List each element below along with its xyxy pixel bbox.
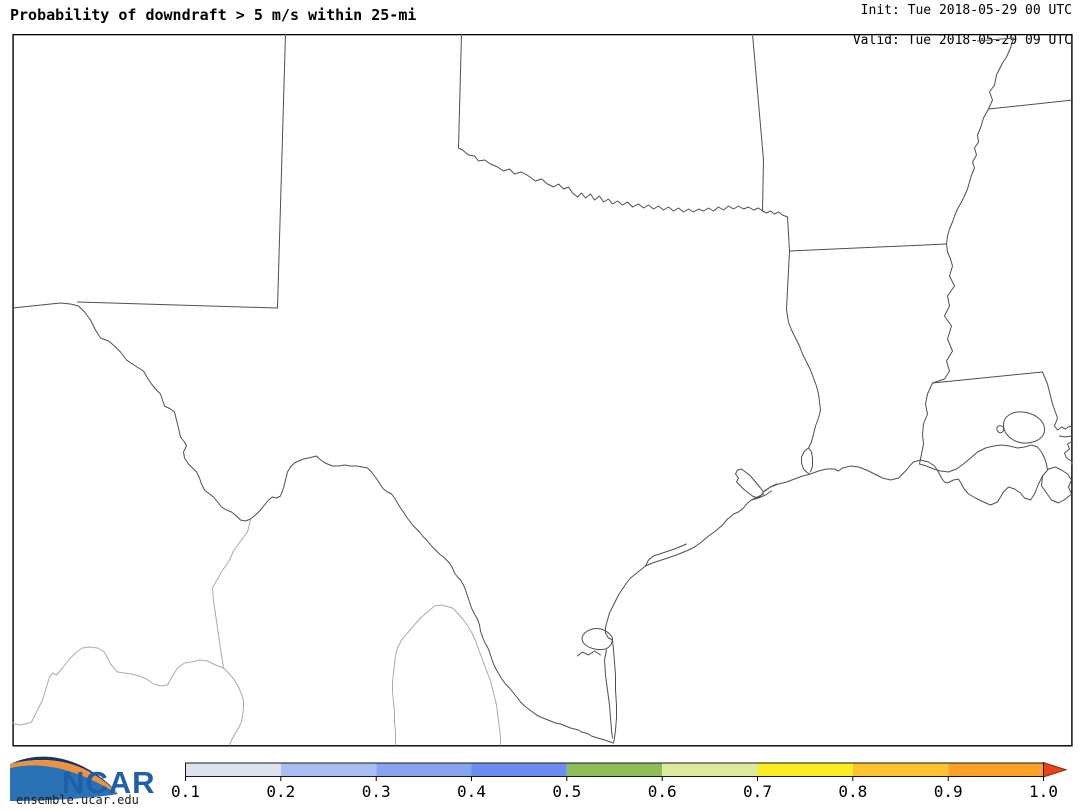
corpus-christi-bay xyxy=(581,628,613,651)
tennessee-mississippi-border xyxy=(988,99,1073,110)
colorbar-seg-2 xyxy=(280,763,377,777)
colorbar-seg-5 xyxy=(566,763,663,777)
mexico-border-west xyxy=(12,646,224,726)
tick-label: 0.9 xyxy=(934,782,963,801)
mississippi-coast-inlets xyxy=(1064,440,1073,467)
matagorda-spit xyxy=(645,549,689,567)
tick-label: 0.8 xyxy=(838,782,867,801)
colorbar-seg-7 xyxy=(757,763,853,777)
texas-panhandle-east-border xyxy=(458,34,462,149)
colorbar-frame xyxy=(185,762,1044,777)
lake-pontchartrain xyxy=(1003,411,1046,444)
mexico-border-nuevoleon-tamaulipas xyxy=(452,607,501,746)
forecast-map xyxy=(12,34,1073,747)
galveston-island xyxy=(751,490,772,501)
mississippi-sound-coast xyxy=(1057,425,1073,431)
barrier-islands xyxy=(1059,435,1072,438)
mexico-border-chihuahua-coahuila xyxy=(212,519,251,669)
gulf-coast-texas-lower xyxy=(605,565,646,641)
red-river-border xyxy=(458,147,788,218)
state-borders xyxy=(12,34,1073,744)
ncar-logo-text: NCAR xyxy=(62,765,156,800)
oklahoma-arkansas-border xyxy=(752,34,764,212)
padre-island-coast xyxy=(612,639,617,744)
colorbar-overflow-arrow xyxy=(1043,761,1068,778)
ncar-logo-swoosh-blue xyxy=(10,765,118,801)
mexico-border-south xyxy=(223,667,244,746)
arkansas-louisiana-border xyxy=(789,243,947,252)
colorbar-seg-4 xyxy=(471,763,567,777)
lake-maurepas xyxy=(996,425,1004,434)
baffin-bay xyxy=(577,650,601,657)
colorbar-seg-3 xyxy=(376,763,472,777)
rio-grande-border xyxy=(78,305,614,744)
colorbar-seg-9 xyxy=(948,763,1044,777)
colorbar-segments xyxy=(185,763,1044,777)
tick-label: 0.2 xyxy=(266,782,295,801)
ncar-logo-swoosh-orange xyxy=(10,759,118,794)
mississippi-river xyxy=(919,37,1014,465)
gulf-coast-louisiana xyxy=(810,459,1043,506)
probability-colorbar: 0.1 0.2 0.3 0.4 0.5 0.6 0.7 0.8 0.9 1.0 xyxy=(171,761,1068,801)
lower-mississippi-river xyxy=(919,444,1048,473)
sabine-lake xyxy=(808,447,813,473)
texas-newmexico-south-border xyxy=(77,301,278,309)
texas-arkansas-border xyxy=(787,216,790,252)
tick-label: 0.5 xyxy=(552,782,581,801)
valid-time: Valid: Tue 2018-05-29 09 UTC xyxy=(852,33,1072,48)
tick-label: 0.6 xyxy=(648,782,677,801)
run-metadata: Init: Tue 2018-05-29 00 UTC Valid: Tue 2… xyxy=(853,3,1072,48)
mexico-internal-borders xyxy=(12,519,501,746)
colorbar-labels: 0.1 0.2 0.3 0.4 0.5 0.6 0.7 0.8 0.9 1.0 xyxy=(171,782,1058,801)
ncar-logo-swoosh-navy xyxy=(10,756,118,794)
tick-label: 0.7 xyxy=(743,782,772,801)
map-frame xyxy=(12,34,1073,747)
colorbar-seg-1 xyxy=(185,763,281,777)
laguna-madre xyxy=(604,649,613,739)
ncar-logo: NCAR xyxy=(10,756,156,801)
newmexico-mexico-border xyxy=(12,302,79,309)
galveston-bay xyxy=(735,468,777,499)
tick-label: 1.0 xyxy=(1029,782,1058,801)
gulf-coast-texas-upper xyxy=(763,473,811,493)
site-url: ensemble.ucar.edu xyxy=(16,793,139,807)
colorbar-seg-8 xyxy=(852,763,949,777)
colorbar-ticks xyxy=(185,776,1044,781)
mississippi-delta xyxy=(1041,466,1072,504)
tick-label: 0.3 xyxy=(362,782,391,801)
gulf-coast-texas-mid xyxy=(688,493,764,551)
louisiana-mississippi-border xyxy=(932,371,1058,431)
tick-label: 0.4 xyxy=(457,782,486,801)
mexico-border-coahuila-nuevoleon xyxy=(392,604,453,746)
colorbar-seg-6 xyxy=(662,763,758,777)
init-time: Init: Tue 2018-05-29 00 UTC xyxy=(860,3,1072,18)
texas-louisiana-sabine-border xyxy=(786,250,821,475)
tick-label: 0.1 xyxy=(171,782,200,801)
page-title: Probability of downdraft > 5 m/s within … xyxy=(10,6,417,24)
matagorda-bay-shore xyxy=(645,543,687,567)
new-mexico-texas-border xyxy=(277,34,286,309)
